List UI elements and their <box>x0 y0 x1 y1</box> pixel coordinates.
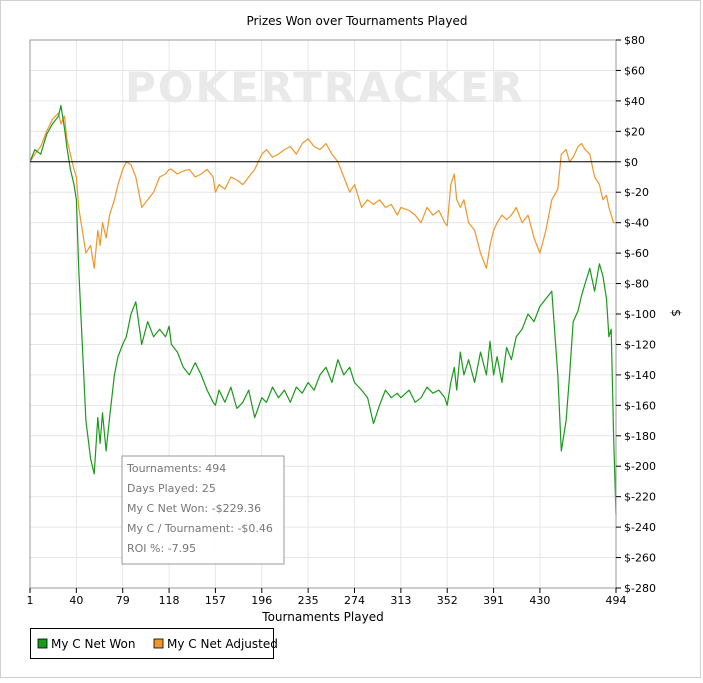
x-tick-label-11: 430 <box>529 594 550 607</box>
x-tick-label-12: 494 <box>606 594 627 607</box>
stats-info-box: Tournaments: 494 Days Played: 25 My C Ne… <box>121 455 285 565</box>
x-tick-label-3: 118 <box>159 594 180 607</box>
x-tick-label-10: 391 <box>483 594 504 607</box>
y-tick-label-16: $-240 <box>624 521 656 534</box>
x-tick-label-0: 1 <box>27 594 34 607</box>
x-tick-label-5: 196 <box>251 594 272 607</box>
x-axis-ticks: 1 40 79 118 157 196 235 274 313 352 391 430 494 <box>27 588 627 607</box>
legend-item-net-won[interactable]: My C Net Won <box>37 637 135 651</box>
legend-swatch-net-won <box>37 638 48 649</box>
y-tick-label-7: $-60 <box>624 247 649 260</box>
y-tick-label-2: $40 <box>624 95 645 108</box>
y-tick-label-18: $-280 <box>624 582 656 595</box>
x-tick-label-4: 157 <box>205 594 226 607</box>
info-net-won: My C Net Won: -$229.36 <box>127 502 261 515</box>
legend-item-net-adjusted[interactable]: My C Net Adjusted <box>153 637 278 651</box>
y-tick-label-9: $-100 <box>624 308 656 321</box>
x-tick-label-9: 352 <box>437 594 458 607</box>
y-tick-label-13: $-180 <box>624 430 656 443</box>
y-tick-label-11: $-140 <box>624 369 656 382</box>
legend-label-net-adjusted: My C Net Adjusted <box>167 637 278 651</box>
legend-label-net-won: My C Net Won <box>51 637 135 651</box>
x-tick-label-2: 79 <box>116 594 130 607</box>
info-per-tournament: My C / Tournament: -$0.46 <box>127 522 273 535</box>
y-tick-label-14: $-200 <box>624 460 656 473</box>
y-tick-label-12: $-160 <box>624 399 656 412</box>
legend: My C Net Won My C Net Adjusted <box>30 628 278 659</box>
legend-swatch-net-adjusted <box>153 638 164 649</box>
y-tick-label-0: $80 <box>624 34 645 47</box>
y-tick-label-3: $20 <box>624 125 645 138</box>
x-tick-label-6: 235 <box>298 594 319 607</box>
series-line-net-adjusted <box>29 112 616 269</box>
y-tick-label-5: $-20 <box>624 186 649 199</box>
y-tick-label-4: $0 <box>624 156 638 169</box>
y-tick-label-10: $-120 <box>624 338 656 351</box>
info-tournaments: Tournaments: 494 <box>126 462 226 475</box>
series-layer <box>29 104 617 515</box>
y-tick-label-6: $-40 <box>624 217 649 230</box>
y-tick-label-17: $-260 <box>624 552 656 565</box>
x-tick-label-1: 40 <box>69 594 83 607</box>
y-tick-label-1: $60 <box>624 64 645 77</box>
series-line-net-won <box>29 104 617 515</box>
x-axis-label: Tournaments Played <box>261 610 383 624</box>
y-axis-label: $ <box>669 309 683 317</box>
watermark: POKERTRACKER <box>125 63 525 112</box>
x-tick-label-7: 274 <box>344 594 365 607</box>
y-axis-ticks: $80 $60 $40 $20 $0 $-20 $-40 $-60 $-80 $-100 $-120… <box>616 34 656 595</box>
info-days-played: Days Played: 25 <box>127 482 216 495</box>
info-roi: ROI %: -7.95 <box>127 542 196 555</box>
y-tick-label-8: $-80 <box>624 278 649 291</box>
chart-title: Prizes Won over Tournaments Played <box>247 14 468 28</box>
x-tick-label-8: 313 <box>390 594 411 607</box>
y-tick-label-15: $-220 <box>624 491 656 504</box>
